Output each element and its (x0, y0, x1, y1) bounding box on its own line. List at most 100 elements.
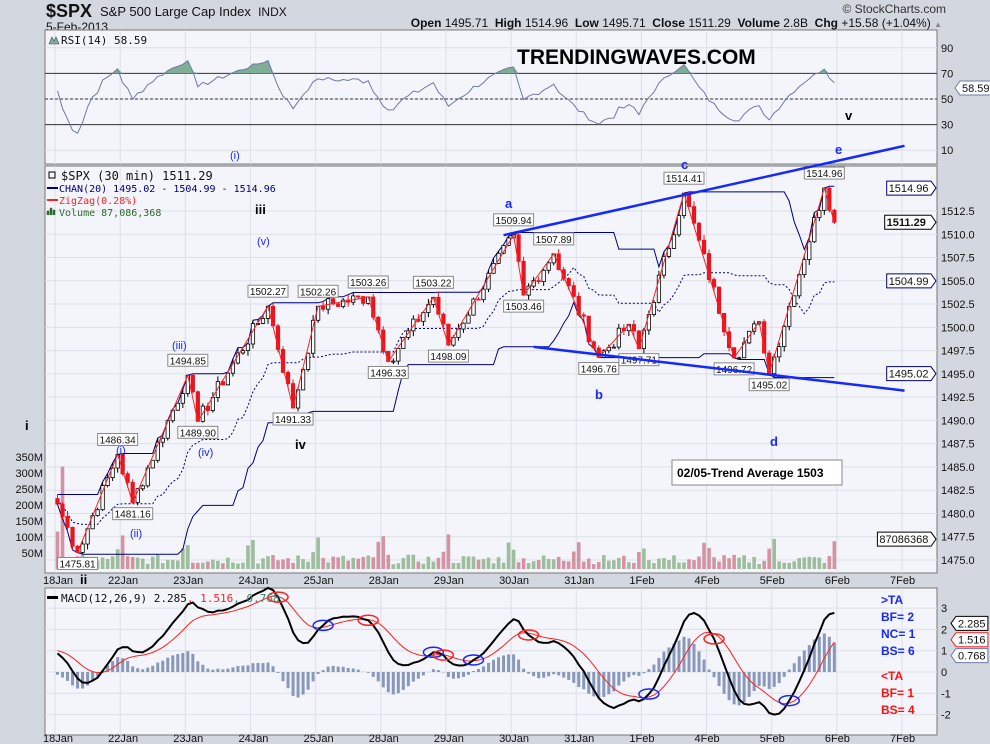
macd-histogram-bar (652, 664, 656, 672)
bearish-cross-marker (267, 591, 289, 603)
price-legend: $SPX (30 min) 1511.29 CHAN(20) 1495.02 -… (46, 169, 276, 219)
volume-bar (682, 562, 686, 569)
macd-histogram-bar (577, 672, 581, 688)
price-tick: 1510.0 (941, 229, 975, 241)
candle (706, 253, 712, 280)
candle (631, 324, 636, 332)
macd-histogram-bar (301, 672, 305, 695)
macd-histogram-bar (226, 668, 230, 672)
rsi-overbought-fill (57, 60, 835, 74)
macd-histogram-bar (456, 672, 460, 679)
candle (792, 295, 797, 307)
volume-bar (747, 562, 751, 569)
macd-histogram-bar (411, 672, 415, 682)
macd-histogram-bar (622, 672, 626, 682)
volume-bar (717, 561, 721, 569)
candle (215, 381, 220, 398)
collapse-icon[interactable]: ▲ (934, 20, 942, 29)
volume-bar (511, 549, 516, 569)
macd-histogram-bar (276, 672, 280, 673)
zigzag-pivot-box (167, 353, 209, 367)
zigzag-pivot-box (297, 284, 339, 298)
zigzag-pivot-box (578, 361, 620, 375)
volume-bar (657, 558, 661, 569)
macd-histogram-bar (156, 662, 160, 672)
date-tick-bottom: 18Jan (43, 733, 73, 744)
volume-bar (236, 563, 240, 569)
zigzag-pivot-box (427, 349, 469, 363)
chan-mid-tag: 1504.99 (889, 276, 929, 288)
volume-bar (501, 562, 506, 569)
date-tick-top: 4Feb (695, 575, 720, 587)
zigzag-pivot-label: 1495.02 (751, 381, 788, 392)
volume-bar (241, 562, 245, 569)
rsi-legend-text: RSI(14) 58.59 (61, 34, 147, 47)
macd-histogram-bar (376, 672, 380, 682)
volume-bar (351, 557, 356, 569)
copyright[interactable]: © StockCharts.com (842, 2, 946, 16)
zigzag-pivot-label: 1481.16 (115, 510, 152, 521)
candle (300, 369, 306, 391)
macd-histogram-bar (451, 672, 455, 679)
wave-label: d (770, 434, 778, 449)
macd-histogram-bar (532, 672, 536, 677)
zigzag-pivot-box (503, 299, 545, 313)
macd-histogram-bar (396, 672, 400, 694)
price-tick: 1482.5 (941, 485, 975, 497)
volume-bar (772, 538, 776, 569)
macd-histogram-bar (712, 672, 716, 678)
date-tick-bottom: 28Jan (369, 733, 399, 744)
volume-bar (306, 561, 310, 569)
zigzag-pivot-box (247, 284, 289, 298)
volume-bar (145, 563, 150, 569)
volume-bar (546, 558, 551, 569)
volume-bar (416, 561, 421, 569)
macd-histogram-bar (186, 651, 190, 672)
volume-bar (662, 558, 666, 569)
macd-histogram-bar (662, 651, 666, 672)
volume-bar (617, 557, 621, 569)
price-legend-text: $SPX (30 min) 1511.29 (61, 169, 213, 183)
volume-bar (481, 559, 486, 569)
macd-histogram-bar (617, 672, 621, 686)
candle (341, 299, 346, 307)
candle (60, 503, 65, 517)
zigzag-pivot-label: 1497.71 (621, 356, 658, 367)
macd-histogram-bar (176, 654, 180, 672)
volume-bar (256, 563, 260, 569)
zigzag-pivot-label: 1502.27 (250, 287, 287, 298)
candle (752, 323, 757, 332)
bullish-cross-marker (638, 688, 660, 700)
macd-histogram-bar (166, 657, 170, 672)
candle (576, 295, 581, 316)
zigzag-pivot-box (347, 275, 389, 289)
security-name-text: S&P 500 Large Cap Index (100, 4, 251, 19)
macd-histogram-bar (802, 650, 806, 672)
upper-trendline (503, 144, 905, 237)
wave-label: iii (255, 202, 266, 217)
volume-bar (311, 552, 315, 569)
candle (461, 322, 466, 330)
wave-label: (v) (257, 236, 270, 248)
candle (661, 255, 667, 276)
macd-histogram-bar (497, 657, 501, 672)
volume-bar (576, 542, 581, 569)
macd-histogram-bar (121, 658, 125, 672)
date-tick-bottom: 24Jan (238, 733, 268, 744)
macd-histogram-bar (562, 672, 566, 678)
macd-tick: 1 (941, 646, 947, 658)
macd-tick: 0 (941, 667, 947, 679)
macd-histogram-bar (321, 670, 325, 672)
bearish-cross-marker (432, 649, 455, 661)
volume-bar (296, 555, 300, 569)
candle (316, 305, 321, 321)
symbol: $SPX (46, 1, 93, 21)
macd-legend-sep2: , (233, 592, 246, 605)
security-name: S&P 500 Large Cap Index INDX (100, 4, 287, 20)
date-tick-top: 1Feb (629, 575, 654, 587)
volume-bar (140, 558, 145, 569)
volume-bar (647, 560, 651, 569)
macd-histogram-bar (572, 672, 576, 683)
macd-histogram-bar (627, 672, 631, 678)
volume-bar (346, 560, 350, 569)
